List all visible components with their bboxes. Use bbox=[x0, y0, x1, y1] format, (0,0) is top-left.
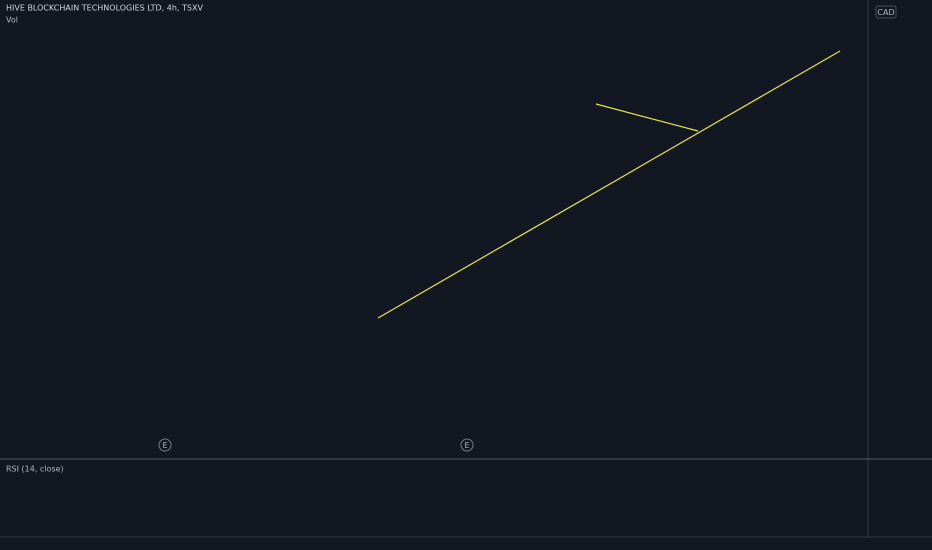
volume-title: Vol bbox=[6, 16, 18, 25]
rsi-title: RSI (14, close) bbox=[6, 465, 64, 474]
earnings-label: E bbox=[162, 441, 167, 450]
trend-line bbox=[377, 50, 841, 319]
earnings-marker[interactable] bbox=[158, 438, 172, 452]
earnings-label: E bbox=[464, 441, 469, 450]
trend-line bbox=[595, 103, 699, 132]
currency-box bbox=[875, 5, 897, 19]
currency: CAD bbox=[877, 8, 894, 17]
symbol-title: HIVE BLOCKCHAIN TECHNOLOGIES LTD, 4h, TS… bbox=[6, 4, 203, 13]
earnings-marker[interactable] bbox=[460, 438, 474, 452]
